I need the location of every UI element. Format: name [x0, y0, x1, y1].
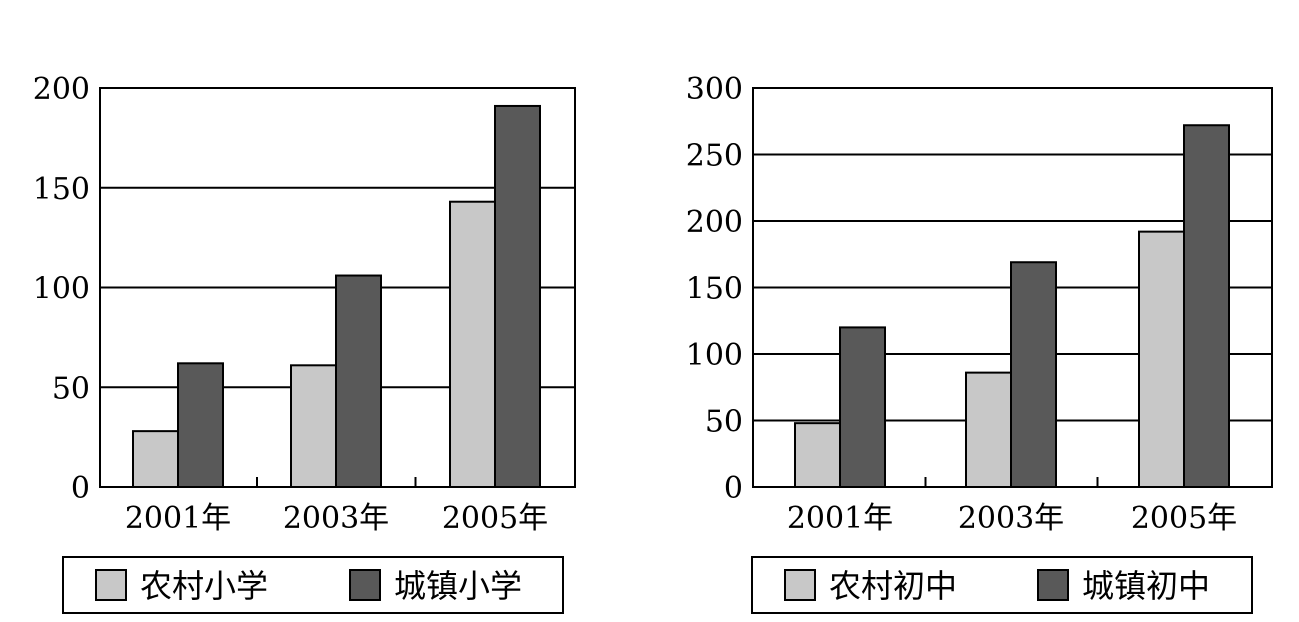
plot-frame: [752, 87, 1273, 488]
bar-城镇小学-2003年: [335, 274, 382, 488]
legend-label: 城镇初中: [1082, 567, 1210, 605]
y-tick-label: 100: [686, 338, 743, 373]
legend-label: 城镇小学: [394, 567, 522, 605]
legend-box: [751, 556, 1253, 614]
legend-label: 农村小学: [140, 567, 268, 605]
legend-swatch: [95, 569, 127, 601]
bar-农村小学-2005年: [449, 200, 496, 488]
x-tick-label: 2003年: [958, 501, 1064, 536]
bar-城镇初中-2001年: [839, 326, 886, 488]
x-tick-label: 2001年: [125, 501, 231, 536]
bar-农村小学-2001年: [132, 430, 179, 489]
x-tick-label: 2001年: [787, 501, 893, 536]
bar-农村小学-2003年: [290, 364, 337, 488]
y-tick-label: 150: [33, 172, 90, 207]
x-tick-label: 2003年: [283, 501, 389, 536]
bar-城镇初中-2005年: [1183, 124, 1230, 489]
bar-农村初中-2001年: [794, 422, 841, 489]
y-tick-label: 200: [686, 205, 743, 240]
y-tick-label: 100: [33, 272, 90, 307]
legend-box: [62, 556, 564, 614]
y-tick-label: 50: [705, 405, 743, 440]
x-tick-label: 2005年: [1131, 501, 1237, 536]
y-tick-label: 0: [71, 471, 90, 506]
y-tick-label: 0: [724, 471, 743, 506]
legend-swatch: [349, 569, 381, 601]
x-tick-label: 2005年: [442, 501, 548, 536]
y-tick-label: 200: [33, 72, 90, 107]
legend-label: 农村初中: [829, 567, 957, 605]
bar-城镇小学-2001年: [177, 362, 224, 488]
plot-frame: [99, 87, 576, 488]
y-tick-label: 50: [52, 371, 90, 406]
bar-城镇初中-2003年: [1010, 261, 1057, 489]
legend: 农村初中 城镇初中: [751, 556, 1253, 614]
y-tick-label: 300: [686, 72, 743, 107]
bar-农村初中-2003年: [965, 371, 1012, 488]
legend-swatch: [784, 569, 816, 601]
legend: 农村小学 城镇小学: [62, 556, 564, 614]
y-tick-label: 250: [686, 139, 743, 174]
legend-swatch: [1037, 569, 1069, 601]
bar-城镇小学-2005年: [494, 104, 541, 489]
y-tick-label: 150: [686, 272, 743, 307]
bar-农村初中-2005年: [1138, 230, 1185, 488]
